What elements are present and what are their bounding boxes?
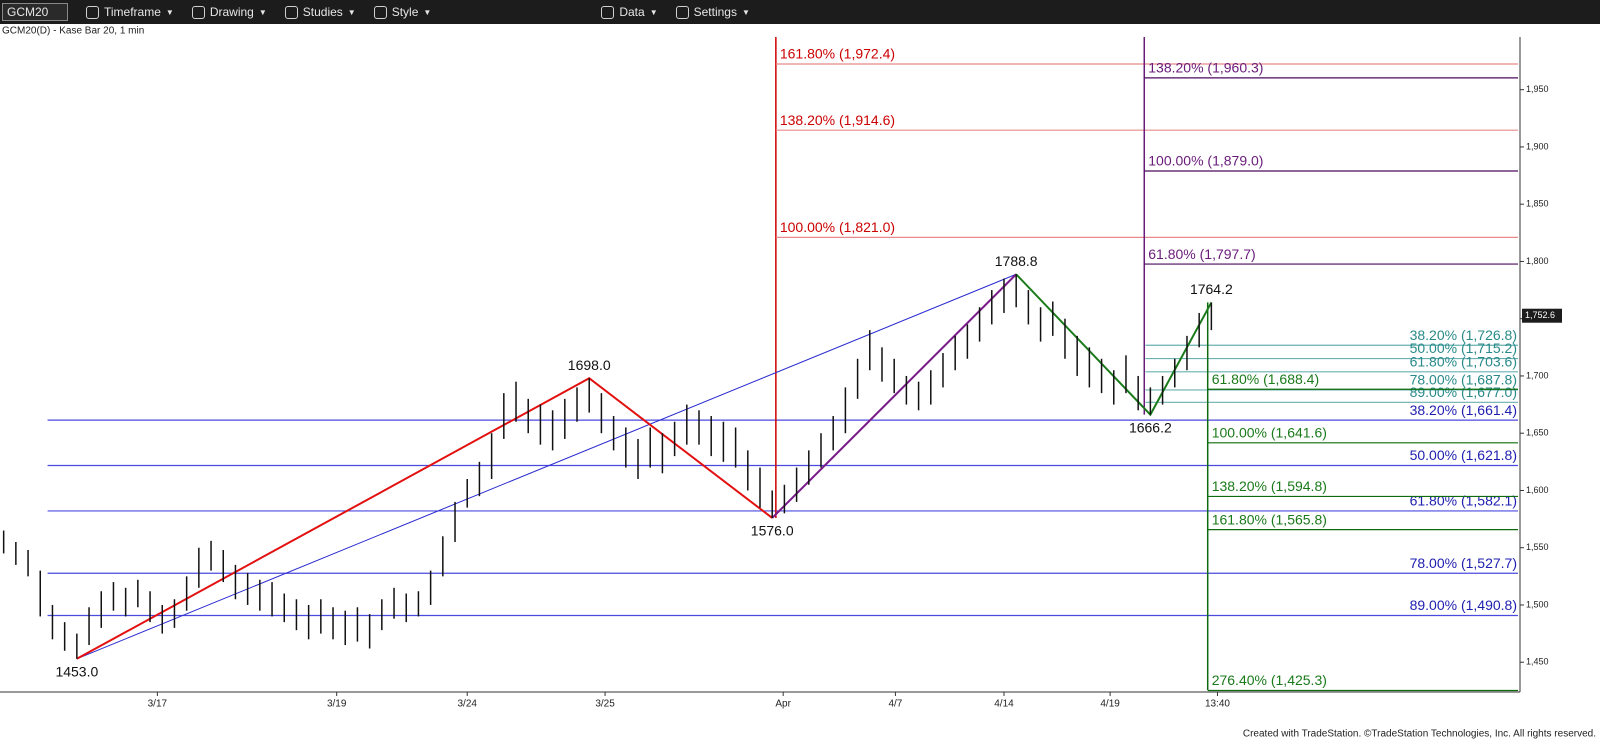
symbol-input[interactable]: GCM20 (2, 3, 68, 21)
y-tick-label: 1,450 (1526, 657, 1549, 667)
menu-label: Style (391, 5, 419, 19)
y-tick-label: 1,850 (1526, 199, 1549, 209)
fib-label: 100.00% (1,879.0) (1148, 153, 1263, 169)
y-tick-label: 1,900 (1526, 141, 1549, 151)
pivot-label: 1576.0 (751, 523, 794, 539)
last-price-box (1522, 308, 1562, 323)
x-tick-label: 4/14 (994, 699, 1014, 710)
dropdown-arrow: ▼ (165, 7, 174, 17)
y-tick-label: 1,800 (1526, 256, 1549, 266)
dropdown-arrow: ▼ (423, 7, 432, 17)
dropdown-arrow: ▼ (258, 7, 267, 17)
fib-label: 138.20% (1,960.3) (1148, 60, 1263, 76)
fib-label: 161.80% (1,565.8) (1212, 511, 1327, 527)
toolbar-menu[interactable]: Settings ▼ (675, 5, 750, 19)
x-tick-label: 3/25 (595, 699, 615, 710)
fib-label: 161.80% (1,972.4) (780, 46, 895, 62)
fib-label: 61.80% (1,797.7) (1148, 246, 1255, 262)
x-tick-label: 13:40 (1205, 699, 1230, 710)
x-tick-label: Apr (775, 699, 791, 710)
fib-label: 100.00% (1,821.0) (780, 219, 895, 235)
fib-label: 78.00% (1,687.8) (1410, 372, 1517, 388)
fib-label: 100.00% (1,641.6) (1212, 425, 1327, 441)
toolbar-menu[interactable]: Drawing ▼ (191, 5, 267, 19)
fib-label: 50.00% (1,621.8) (1410, 447, 1517, 463)
pivot-label: 1666.2 (1129, 419, 1172, 435)
dropdown-arrow: ▼ (649, 7, 658, 17)
menu-icon (284, 5, 298, 19)
fib-label: 89.00% (1,490.8) (1410, 597, 1517, 613)
fib-label: 78.00% (1,527.7) (1410, 555, 1517, 571)
toolbar-menu[interactable]: Timeframe ▼ (86, 5, 174, 19)
dropdown-arrow: ▼ (741, 7, 750, 17)
y-tick-label: 1,650 (1526, 428, 1549, 438)
trendline (771, 273, 1017, 519)
menu-icon (675, 5, 689, 19)
last-price-label: 1,752.6 (1525, 310, 1555, 320)
menu-icon (373, 5, 387, 19)
menu-icon (601, 5, 615, 19)
toolbar: GCM20 Timeframe ▼ Drawing ▼ Studies ▼ Style ▼ Da… (0, 0, 1600, 24)
y-tick-label: 1,950 (1526, 84, 1549, 94)
fib-label: 38.20% (1,661.4) (1410, 402, 1517, 418)
fib-label: 61.80% (1,703.6) (1410, 354, 1517, 370)
x-tick-label: 3/19 (327, 699, 347, 710)
pivot-label: 1698.0 (568, 357, 611, 373)
y-tick-label: 1,600 (1526, 485, 1549, 495)
trendline (76, 273, 1017, 660)
pivot-label: 1764.2 (1190, 281, 1233, 297)
menu-label: Settings (693, 5, 737, 19)
fib-label: 61.80% (1,688.4) (1212, 371, 1319, 387)
fib-label: 50.00% (1,715.2) (1410, 340, 1517, 356)
fib-label: 38.20% (1,726.8) (1410, 327, 1517, 343)
fib-label: 276.40% (1,425.3) (1212, 672, 1327, 688)
fib-label: 61.80% (1,582.1) (1410, 493, 1517, 509)
fib-label: 138.20% (1,914.6) (780, 112, 895, 128)
fib-label: 89.00% (1,677.0) (1410, 384, 1517, 400)
x-tick-label: 4/19 (1100, 699, 1120, 710)
x-tick-label: 3/17 (148, 699, 168, 710)
x-tick-label: 3/24 (457, 699, 477, 710)
y-tick-label: 1,500 (1526, 599, 1549, 609)
pivot-label: 1788.8 (995, 253, 1038, 269)
menu-label: Studies (302, 5, 343, 19)
toolbar-menu[interactable]: Style ▼ (373, 5, 432, 19)
menu-label: Data (619, 5, 645, 19)
toolbar-menu[interactable]: Data ▼ (601, 5, 658, 19)
pivot-label: 1453.0 (55, 663, 98, 679)
chart-subtitle: GCM20(D) - Kase Bar 20, 1 min (2, 26, 144, 37)
footer: Created with TradeStation. ©TradeStation… (1243, 729, 1596, 740)
menu-icon (86, 5, 99, 19)
y-tick-label: 1,700 (1526, 370, 1549, 380)
menu-label: Drawing (209, 5, 254, 19)
toolbar-menu[interactable]: Studies ▼ (284, 5, 356, 19)
menu-label: Timeframe (104, 5, 161, 19)
y-tick-label: 1,550 (1526, 542, 1549, 552)
x-tick-label: 4/7 (888, 699, 902, 710)
menu-icon (191, 5, 205, 19)
fib-label: 138.20% (1,594.8) (1212, 478, 1327, 494)
dropdown-arrow: ▼ (347, 7, 356, 17)
